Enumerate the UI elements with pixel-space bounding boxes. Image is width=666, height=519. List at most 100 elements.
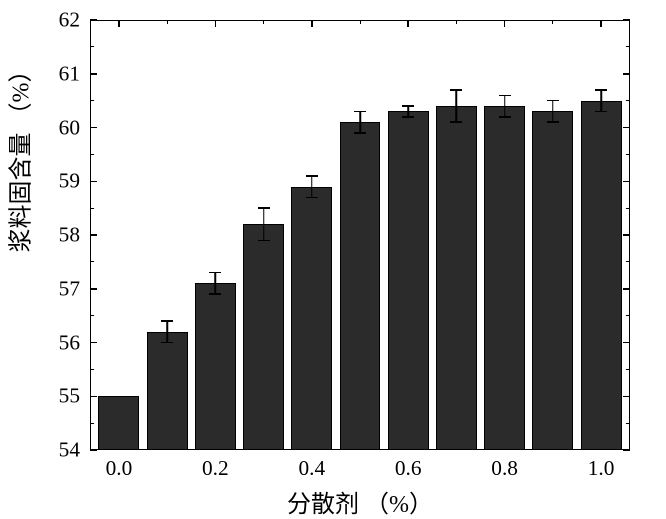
- bar: [195, 283, 236, 450]
- error-cap: [547, 121, 559, 123]
- error-cap: [499, 95, 511, 97]
- y-tick-label: 61: [0, 61, 80, 86]
- y-minor-tick: [626, 208, 630, 209]
- x-tick-label: 0.0: [106, 456, 133, 481]
- y-tick: [90, 19, 97, 21]
- x-tick: [118, 20, 120, 27]
- error-bar: [359, 111, 361, 133]
- bar: [436, 106, 477, 450]
- y-tick: [90, 288, 97, 290]
- y-tick: [623, 19, 630, 21]
- y-tick: [90, 396, 97, 398]
- x-tick: [407, 20, 409, 27]
- x-tick-label: 0.8: [491, 456, 518, 481]
- y-tick-label: 58: [0, 223, 80, 248]
- error-cap: [161, 342, 173, 344]
- x-tick: [215, 20, 217, 27]
- y-tick: [623, 396, 630, 398]
- x-minor-tick: [456, 20, 457, 24]
- error-cap: [258, 240, 270, 242]
- error-cap: [306, 175, 318, 177]
- error-cap: [258, 207, 270, 209]
- y-minor-tick: [90, 369, 94, 370]
- y-minor-tick: [626, 46, 630, 47]
- y-tick: [90, 449, 97, 451]
- bar: [243, 224, 284, 450]
- y-minor-tick: [626, 423, 630, 424]
- error-cap: [450, 121, 462, 123]
- y-tick-label: 62: [0, 8, 80, 33]
- error-cap: [354, 132, 366, 134]
- x-tick: [600, 20, 602, 27]
- error-cap: [209, 272, 221, 274]
- error-cap: [306, 197, 318, 199]
- error-cap: [161, 320, 173, 322]
- bar: [98, 396, 139, 450]
- y-minor-tick: [90, 208, 94, 209]
- bar: [340, 122, 381, 450]
- y-tick: [623, 181, 630, 183]
- y-tick-label: 59: [0, 169, 80, 194]
- y-tick: [623, 449, 630, 451]
- bar: [484, 106, 525, 450]
- error-bar: [311, 176, 313, 198]
- y-tick: [90, 234, 97, 236]
- x-tick-label: 0.4: [298, 456, 325, 481]
- error-cap: [499, 116, 511, 118]
- y-minor-tick: [90, 261, 94, 262]
- y-tick: [90, 127, 97, 129]
- y-minor-tick: [626, 154, 630, 155]
- y-tick: [623, 342, 630, 344]
- y-minor-tick: [626, 261, 630, 262]
- y-tick: [90, 342, 97, 344]
- y-tick-label: 54: [0, 438, 80, 463]
- y-tick-label: 60: [0, 115, 80, 140]
- y-tick: [90, 181, 97, 183]
- x-minor-tick: [552, 20, 553, 24]
- error-cap: [354, 111, 366, 113]
- y-minor-tick: [626, 369, 630, 370]
- error-cap: [402, 116, 414, 118]
- y-minor-tick: [90, 315, 94, 316]
- bar: [388, 111, 429, 450]
- y-tick-label: 57: [0, 276, 80, 301]
- y-tick: [623, 73, 630, 75]
- error-cap: [547, 100, 559, 102]
- bar: [147, 332, 188, 450]
- x-tick-label: 0.2: [202, 456, 229, 481]
- x-minor-tick: [263, 20, 264, 24]
- x-tick-label: 0.6: [395, 456, 422, 481]
- error-bar: [600, 90, 602, 112]
- y-minor-tick: [90, 100, 94, 101]
- x-tick: [311, 20, 313, 27]
- error-cap: [402, 105, 414, 107]
- error-bar: [456, 90, 458, 122]
- error-bar: [263, 208, 265, 240]
- y-tick: [623, 127, 630, 129]
- error-cap: [595, 111, 607, 113]
- x-tick: [504, 20, 506, 27]
- bar: [291, 187, 332, 450]
- x-minor-tick: [167, 20, 168, 24]
- y-minor-tick: [90, 423, 94, 424]
- error-cap: [450, 89, 462, 91]
- x-minor-tick: [360, 20, 361, 24]
- error-bar: [166, 321, 168, 343]
- error-cap: [595, 89, 607, 91]
- error-cap: [209, 293, 221, 295]
- error-bar: [215, 273, 217, 295]
- y-minor-tick: [90, 154, 94, 155]
- y-tick-label: 56: [0, 330, 80, 355]
- bar: [581, 101, 622, 450]
- y-tick-label: 55: [0, 384, 80, 409]
- y-tick: [90, 73, 97, 75]
- y-minor-tick: [626, 100, 630, 101]
- y-tick: [623, 234, 630, 236]
- bar-chart: 浆料固含量 （%） 分散剂 （%） 5455565758596061620.00…: [0, 0, 666, 516]
- error-bar: [504, 95, 506, 117]
- y-minor-tick: [90, 46, 94, 47]
- y-tick: [623, 288, 630, 290]
- x-tick-label: 1.0: [588, 456, 615, 481]
- error-bar: [552, 101, 554, 123]
- bar: [532, 111, 573, 450]
